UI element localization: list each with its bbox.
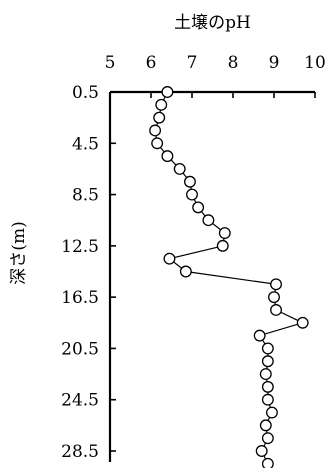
data-point xyxy=(218,227,231,239)
data-point xyxy=(296,316,309,329)
y-tick-label: 24.5 xyxy=(61,391,99,411)
data-point xyxy=(261,393,274,406)
x-tick-label: 6 xyxy=(146,53,157,73)
data-point xyxy=(183,175,196,188)
data-point xyxy=(270,278,283,291)
data-point xyxy=(270,304,283,316)
data-point xyxy=(261,342,274,355)
y-tick-label: 4.5 xyxy=(72,134,99,154)
x-axis-title: 土壌のpH xyxy=(174,13,251,33)
data-point xyxy=(261,432,274,445)
data-point xyxy=(266,406,278,419)
data-point xyxy=(186,188,198,201)
data-point xyxy=(261,355,274,368)
y-tick-label: 12.5 xyxy=(61,237,99,257)
axes xyxy=(108,90,316,462)
y-tick-label: 28.5 xyxy=(61,442,99,462)
data-point xyxy=(192,201,205,214)
series-polyline xyxy=(154,91,305,465)
data-point xyxy=(153,111,166,124)
x-tick-label: 9 xyxy=(269,53,280,73)
data-point xyxy=(259,419,272,432)
y-tick-labels: 0.5 4.5 8.5 12.5 16.5 20.5 24.5 28.5 xyxy=(61,83,99,462)
y-tick-label: 8.5 xyxy=(72,186,99,206)
x-tick-label: 10 xyxy=(304,53,325,73)
x-tick-label: 8 xyxy=(228,53,239,73)
y-tick-label: 20.5 xyxy=(61,339,99,359)
y-tick-label: 16.5 xyxy=(61,288,99,308)
x-tick-label: 7 xyxy=(187,53,198,73)
data-point xyxy=(259,368,272,381)
y-tick-label: 0.5 xyxy=(72,83,99,103)
data-point xyxy=(268,291,280,304)
x-tick-label: 5 xyxy=(105,53,116,73)
data-point xyxy=(261,457,274,468)
data-point xyxy=(179,265,192,278)
data-point xyxy=(253,329,266,342)
data-point xyxy=(202,214,215,227)
data-point xyxy=(216,239,229,252)
data-point xyxy=(155,98,168,111)
series-line xyxy=(149,86,309,468)
y-axis-title: 深さ(m) xyxy=(9,221,29,284)
data-point xyxy=(163,252,176,265)
data-point xyxy=(161,150,174,163)
data-point xyxy=(149,124,162,137)
data-point xyxy=(255,445,268,457)
data-point xyxy=(161,86,174,98)
x-tick-labels: 5 6 7 8 9 10 xyxy=(105,53,325,73)
data-point xyxy=(151,137,164,150)
data-point xyxy=(261,380,274,393)
data-point xyxy=(173,162,186,175)
